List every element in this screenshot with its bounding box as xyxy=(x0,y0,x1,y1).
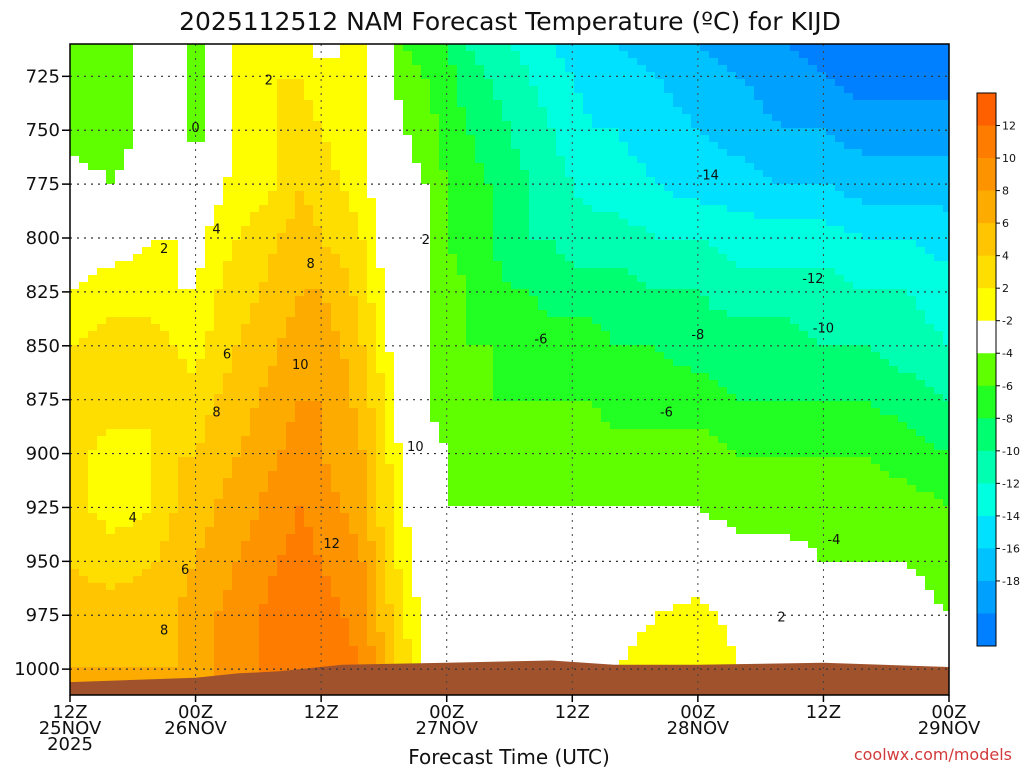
contour-label: 2 xyxy=(777,610,785,625)
contour-label: 8 xyxy=(160,623,168,638)
contour-label: 2 xyxy=(422,233,430,248)
x-tick-label: 00Z xyxy=(429,702,464,723)
colorbar-swatch xyxy=(977,385,996,419)
contour-label: -12 xyxy=(802,272,823,287)
colorbar-swatch xyxy=(977,418,996,452)
colorbar-label: -14 xyxy=(1002,510,1020,523)
colorbar-label: -18 xyxy=(1002,575,1020,588)
colorbar-label: 2 xyxy=(1002,282,1009,295)
contour-label: 10 xyxy=(407,440,424,455)
x-tick-label: 27NOV xyxy=(415,718,478,739)
colorbar-label: -4 xyxy=(1002,347,1013,360)
colorbar-swatch xyxy=(977,223,996,257)
contour-label: -4 xyxy=(827,533,840,548)
colorbar-swatch xyxy=(977,125,996,159)
contour-label: 6 xyxy=(181,563,189,578)
colorbar-label: 4 xyxy=(1002,250,1009,263)
contour-labels: 0 2 2 4 6 8 8 10 10 12 2 4 6 8 -6 -8 -6 -10 -12 -14 -4 2 xyxy=(129,74,841,639)
contour-label: 10 xyxy=(292,358,309,373)
contour-label: -14 xyxy=(698,168,719,183)
y-tick-label: 825 xyxy=(26,282,60,303)
contour-label: 4 xyxy=(212,222,220,237)
colorbar-swatch xyxy=(977,288,996,322)
colorbar-swatch xyxy=(977,580,996,614)
colorbar-swatch xyxy=(977,483,996,517)
colorbar-label: -16 xyxy=(1002,542,1020,555)
colorbar-label: 12 xyxy=(1002,120,1016,133)
contour-label: 0 xyxy=(191,121,199,136)
y-tick-label: 1000 xyxy=(14,659,60,680)
colorbar-swatch xyxy=(977,548,996,582)
contour-label: 6 xyxy=(223,347,231,362)
contour-label: -6 xyxy=(660,406,673,421)
contour-label: -8 xyxy=(691,328,704,343)
colorbar-frame xyxy=(976,92,997,647)
colorbar-swatch xyxy=(977,255,996,289)
contour-label: 2 xyxy=(160,242,168,257)
y-tick-label: 875 xyxy=(26,390,60,411)
temperature-field xyxy=(70,44,949,695)
y-tick-label: 750 xyxy=(26,120,60,141)
contour-label: -10 xyxy=(813,322,834,337)
x-tick-label: 28NOV xyxy=(667,718,730,739)
contour-label: -6 xyxy=(534,332,547,347)
plot-frame xyxy=(69,43,950,696)
y-tick-label: 900 xyxy=(26,444,60,465)
x-tick-label: 12Z xyxy=(52,702,87,723)
contour-label: 4 xyxy=(129,511,137,526)
x-tick-label: 12Z xyxy=(304,702,339,723)
y-tick-label: 800 xyxy=(26,228,60,249)
x-tick-label: 2025 xyxy=(47,734,93,755)
x-tick-label: 00Z xyxy=(178,702,213,723)
y-tick-label: 975 xyxy=(26,605,60,626)
colorbar-label: 6 xyxy=(1002,217,1009,230)
colorbar-label: -6 xyxy=(1002,380,1013,393)
colorbar-label: -8 xyxy=(1002,412,1013,425)
contour-label: 12 xyxy=(323,537,340,552)
colorbar-label: 10 xyxy=(1002,152,1016,165)
colorbar-swatch xyxy=(977,353,996,387)
colorbar-swatch xyxy=(977,93,996,127)
contour-label: 8 xyxy=(212,406,220,421)
contour-label: 8 xyxy=(307,257,315,272)
colorbar-swatch xyxy=(977,158,996,192)
colorbar-swatch xyxy=(977,320,996,354)
colorbar-label: -10 xyxy=(1002,445,1020,458)
x-tick-label: 00Z xyxy=(931,702,966,723)
colorbar: 12 10 8 6 4 2 -2 -4 -6 -8 -10 -12 -14 -16 -18 xyxy=(976,92,1020,647)
x-tick-label: 12Z xyxy=(555,702,590,723)
x-tick-label: 00Z xyxy=(680,702,715,723)
contour-label: 2 xyxy=(265,74,273,89)
colorbar-swatch xyxy=(977,190,996,224)
y-tick-label: 775 xyxy=(26,174,60,195)
y-tick-label: 850 xyxy=(26,336,60,357)
colorbar-swatch xyxy=(977,450,996,484)
x-tick-label: 25NOV xyxy=(39,718,102,739)
colorbar-label: -12 xyxy=(1002,477,1020,490)
chart-title: 2025112512 NAM Forecast Temperature (ºC)… xyxy=(179,7,841,36)
y-axis-ticks: 725 750 775 800 825 850 875 900 925 950 975 1000 xyxy=(14,66,70,680)
x-tick-label: 26NOV xyxy=(164,718,227,739)
credit-text: coolwx.com/models xyxy=(854,745,1012,764)
colorbar-label: 8 xyxy=(1002,185,1009,198)
y-tick-label: 925 xyxy=(26,497,60,518)
y-tick-label: 950 xyxy=(26,551,60,572)
colorbar-swatch xyxy=(977,515,996,549)
x-tick-label: 29NOV xyxy=(918,718,981,739)
y-tick-label: 725 xyxy=(26,66,60,87)
x-axis-label: Forecast Time (UTC) xyxy=(408,745,610,768)
x-tick-label: 12Z xyxy=(806,702,841,723)
colorbar-label: -2 xyxy=(1002,315,1013,328)
colorbar-swatch xyxy=(977,613,996,647)
